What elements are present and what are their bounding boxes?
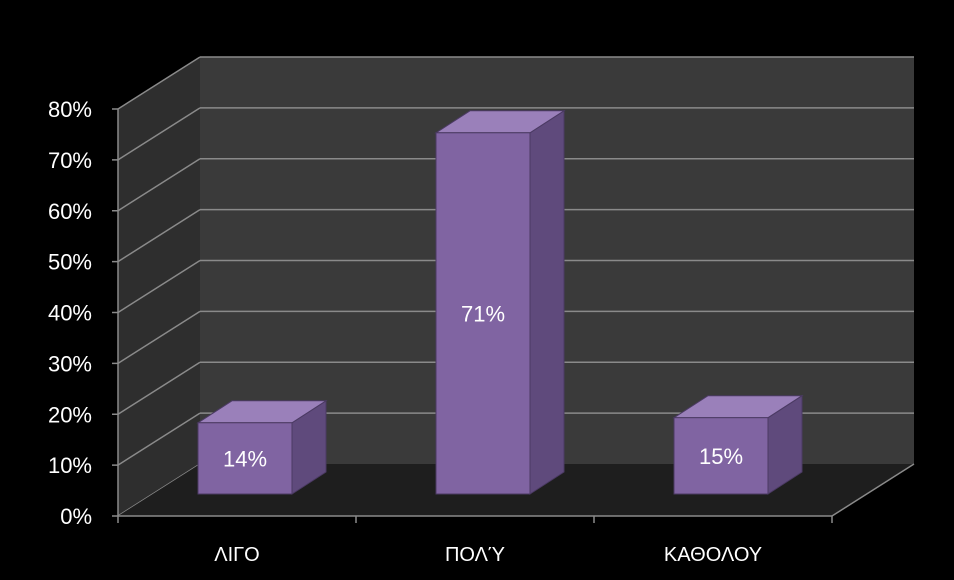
gridline-side — [117, 361, 201, 415]
y-tick-label: 40% — [48, 301, 92, 326]
bar — [197, 422, 293, 495]
gridline-side — [117, 158, 201, 212]
labels: 14% ΛΙΓΟ 71% ΠΟΛΎ 15% ΚΑΘΟΛΟΥ — [214, 301, 762, 566]
y-tick-label: 70% — [48, 148, 92, 173]
gridline-side — [117, 56, 201, 110]
bar — [673, 417, 769, 495]
y-tick-label: 20% — [48, 402, 92, 427]
x-tick-label: ΛΙΓΟ — [214, 544, 260, 566]
gridline-side — [117, 208, 201, 263]
y-tick-label: 0% — [60, 504, 92, 529]
y-tick-label: 30% — [48, 351, 92, 376]
bars — [196, 109, 804, 495]
gridline-side — [117, 412, 201, 466]
gridline-side — [117, 107, 201, 161]
bar-value-label: 71% — [461, 301, 505, 326]
gridline-side — [117, 310, 201, 365]
x-tick-label: ΚΑΘΟΛΟΥ — [664, 544, 762, 566]
y-tick-label: 10% — [48, 453, 92, 478]
floor-edge — [831, 463, 915, 517]
y-tick-label: 50% — [48, 250, 92, 275]
y-tick-label: 80% — [48, 97, 92, 122]
y-tick-label: 60% — [48, 199, 92, 224]
gridline-side — [117, 259, 201, 314]
bar-value-label: 15% — [699, 444, 743, 469]
axes: 0% 10% 20% 30% 40% 50% 60% 70% 80% — [48, 97, 833, 529]
bar-side — [529, 109, 565, 495]
bar — [435, 132, 531, 495]
x-tick-label: ΠΟΛΎ — [445, 544, 505, 566]
bar-value-label: 14% — [223, 446, 267, 471]
